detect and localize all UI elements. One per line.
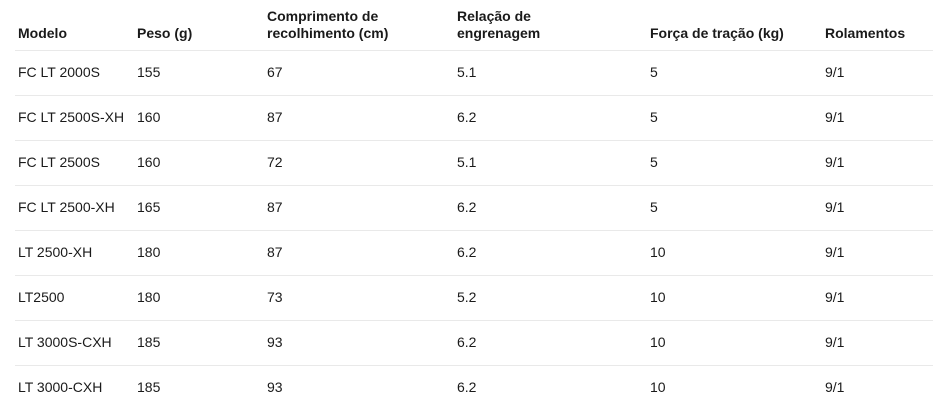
cell-peso: 180 [137,289,161,305]
column-header-relacao-engrenagem: Relação de engrenagem [457,8,650,50]
table-row: LT2500 180 73 5.2 10 9/1 [0,275,933,320]
cell-relacao: 6.2 [457,199,477,215]
cell-modelo: LT 2500-XH [18,244,93,260]
cell-relacao: 6.2 [457,379,477,395]
cell-peso: 180 [137,244,161,260]
table-row: LT 3000-CXH 185 93 6.2 10 9/1 [0,365,933,406]
cell-forca: 5 [650,199,658,215]
column-header-label: Relação de engrenagem [457,8,541,41]
column-header-label: Modelo [18,25,67,41]
cell-forca: 10 [650,379,666,395]
table-header-row: Modelo Peso (g) Comprimento de recolhime… [0,0,933,50]
cell-relacao: 6.2 [457,334,477,350]
cell-comprimento: 72 [267,154,283,170]
cell-modelo: FC LT 2500-XH [18,199,115,215]
cell-relacao: 6.2 [457,244,477,260]
cell-modelo: LT 3000S-CXH [18,334,112,350]
cell-comprimento: 87 [267,199,283,215]
column-header-comprimento-recolhimento: Comprimento de recolhimento (cm) [267,8,457,50]
cell-rolamentos: 9/1 [825,109,845,125]
column-header-label: Peso (g) [137,25,193,41]
cell-rolamentos: 9/1 [825,64,845,80]
cell-modelo: FC LT 2500S [18,154,100,170]
cell-relacao: 5.2 [457,289,477,305]
column-header-forca-tracao: Força de tração (kg) [650,25,825,50]
table-row: LT 3000S-CXH 185 93 6.2 10 9/1 [0,320,933,365]
cell-relacao: 5.1 [457,64,477,80]
cell-forca: 5 [650,109,658,125]
cell-comprimento: 87 [267,244,283,260]
cell-forca: 5 [650,154,658,170]
cell-peso: 160 [137,109,161,125]
cell-rolamentos: 9/1 [825,244,845,260]
table-row: FC LT 2500S-XH 160 87 6.2 5 9/1 [0,95,933,140]
column-header-label: Comprimento de recolhimento (cm) [267,8,389,41]
cell-rolamentos: 9/1 [825,289,845,305]
cell-rolamentos: 9/1 [825,334,845,350]
cell-relacao: 6.2 [457,109,477,125]
cell-forca: 10 [650,334,666,350]
cell-peso: 160 [137,154,161,170]
cell-modelo: LT 3000-CXH [18,379,103,395]
cell-peso: 185 [137,334,161,350]
table-row: FC LT 2500S 160 72 5.1 5 9/1 [0,140,933,185]
column-header-modelo: Modelo [0,25,137,50]
cell-relacao: 5.1 [457,154,477,170]
cell-peso: 165 [137,199,161,215]
cell-forca: 10 [650,244,666,260]
cell-forca: 5 [650,64,658,80]
cell-modelo: FC LT 2500S-XH [18,109,125,125]
cell-modelo: FC LT 2000S [18,64,100,80]
cell-rolamentos: 9/1 [825,154,845,170]
table-row: LT 2500-XH 180 87 6.2 10 9/1 [0,230,933,275]
cell-comprimento: 87 [267,109,283,125]
column-header-peso: Peso (g) [137,25,267,50]
table-row: FC LT 2000S 155 67 5.1 5 9/1 [0,50,933,95]
cell-comprimento: 67 [267,64,283,80]
cell-rolamentos: 9/1 [825,379,845,395]
table-row: FC LT 2500-XH 165 87 6.2 5 9/1 [0,185,933,230]
cell-comprimento: 73 [267,289,283,305]
column-header-label: Força de tração (kg) [650,25,784,41]
cell-peso: 185 [137,379,161,395]
cell-modelo: LT2500 [18,289,65,305]
column-header-label: Rolamentos [825,25,906,41]
cell-rolamentos: 9/1 [825,199,845,215]
cell-comprimento: 93 [267,379,283,395]
cell-forca: 10 [650,289,666,305]
column-header-rolamentos: Rolamentos [825,25,933,50]
cell-peso: 155 [137,64,161,80]
cell-comprimento: 93 [267,334,283,350]
